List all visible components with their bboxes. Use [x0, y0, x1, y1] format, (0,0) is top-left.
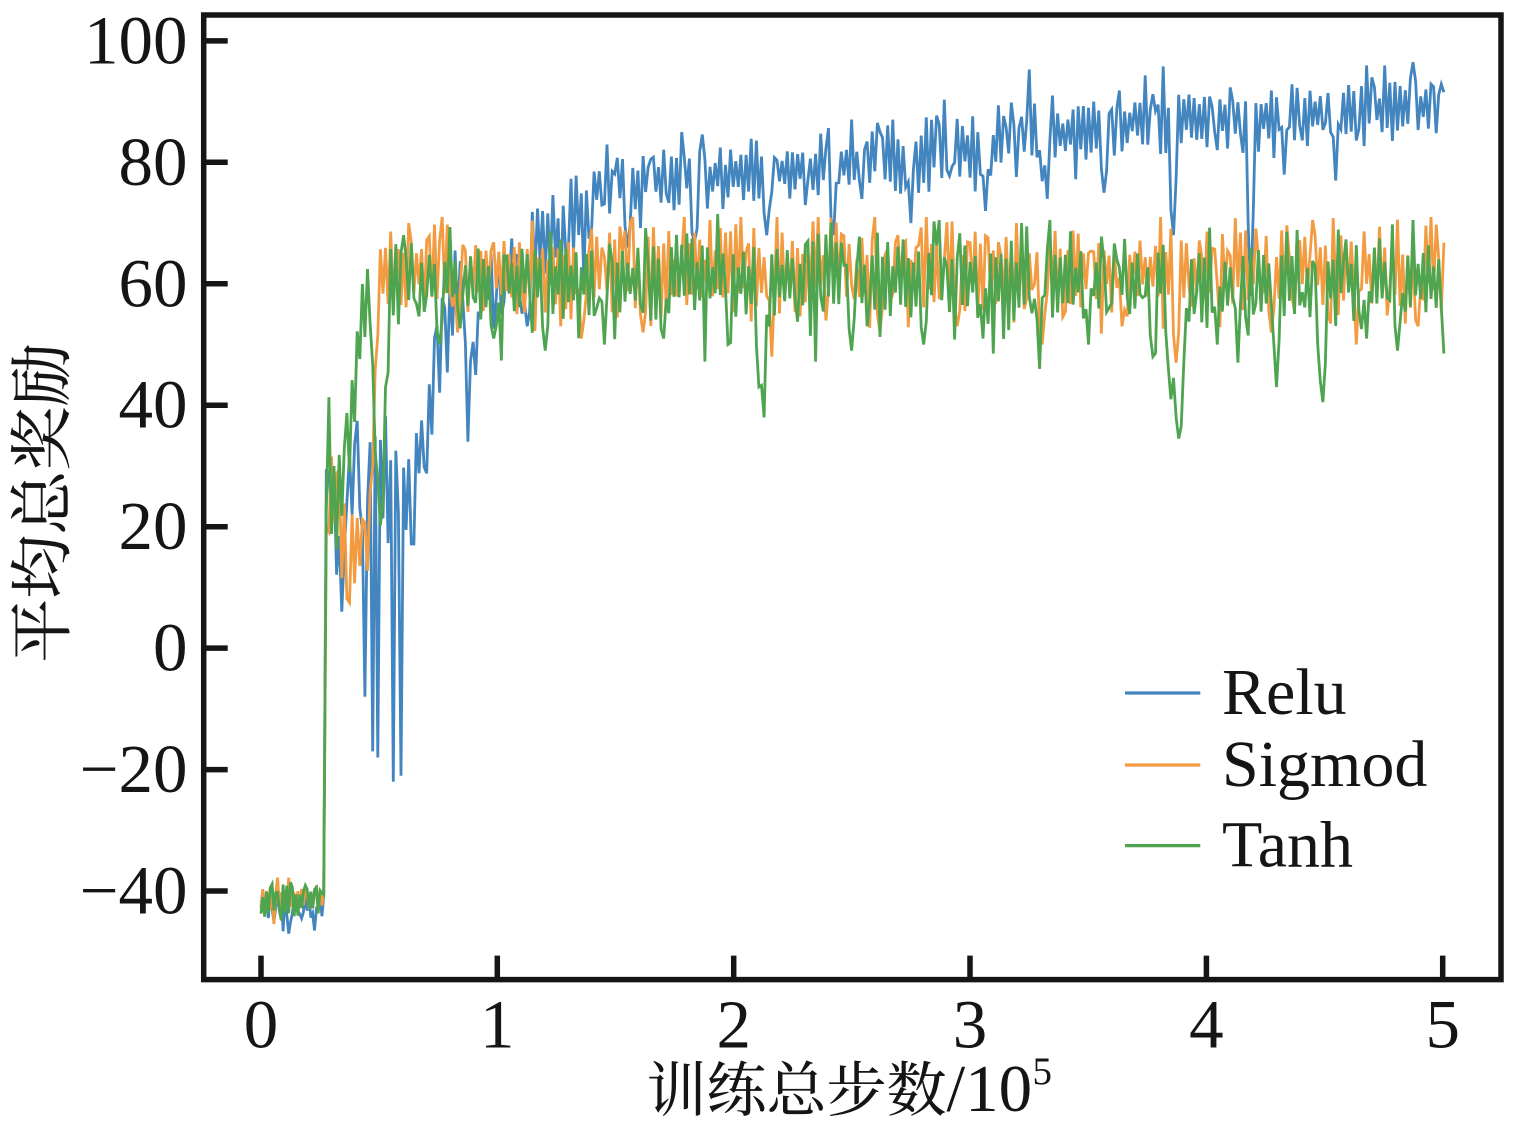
svg-text:−40: −40: [80, 853, 188, 929]
svg-text:/10: /10: [947, 1052, 1033, 1126]
svg-text:3: 3: [953, 987, 988, 1063]
svg-text:5: 5: [1033, 1050, 1053, 1093]
svg-text:5: 5: [1425, 987, 1460, 1063]
svg-text:80: 80: [119, 124, 188, 200]
svg-text:1: 1: [480, 987, 515, 1063]
svg-text:Sigmod: Sigmod: [1222, 728, 1427, 801]
svg-text:0: 0: [244, 987, 279, 1063]
svg-text:20: 20: [119, 488, 188, 564]
svg-text:40: 40: [119, 367, 188, 443]
svg-text:60: 60: [119, 245, 188, 321]
svg-text:Relu: Relu: [1222, 656, 1347, 729]
svg-text:2: 2: [716, 987, 751, 1063]
svg-text:4: 4: [1189, 987, 1224, 1063]
svg-text:0: 0: [153, 610, 188, 686]
svg-text:Tanh: Tanh: [1222, 809, 1353, 882]
svg-text:−20: −20: [80, 731, 188, 807]
svg-text:100: 100: [84, 2, 188, 78]
